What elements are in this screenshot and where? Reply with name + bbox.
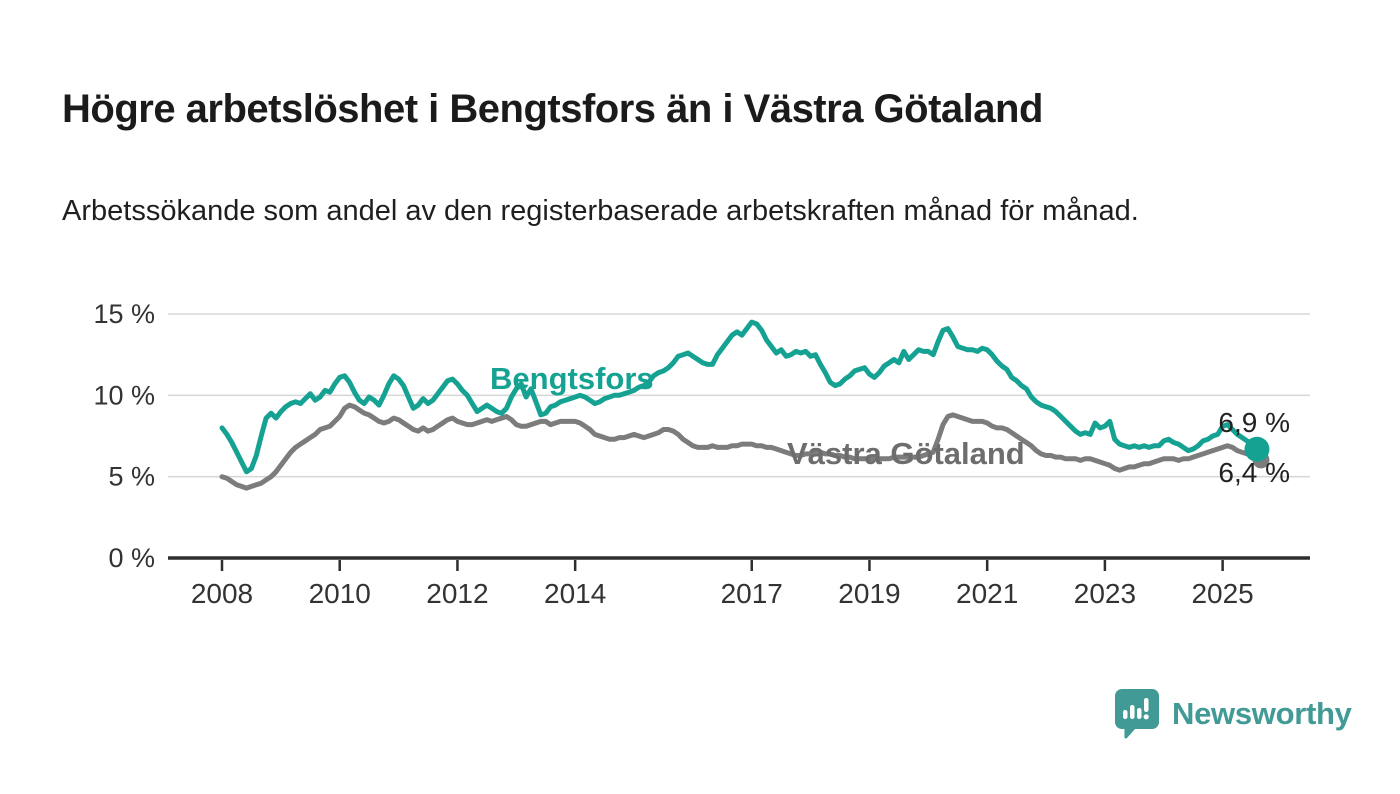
brand-logo: Newsworthy xyxy=(1114,688,1352,740)
x-tick-label: 2012 xyxy=(426,578,488,609)
page-subtitle: Arbetssökande som andel av den registerb… xyxy=(62,195,1139,227)
x-tick-label: 2017 xyxy=(721,578,783,609)
x-tick-label: 2019 xyxy=(838,578,900,609)
series-line-bengtsfors xyxy=(219,319,1260,475)
x-tick-label: 2014 xyxy=(544,578,606,609)
series-label-bengtsfors: Bengtsfors xyxy=(490,361,654,396)
x-tick-label: 2025 xyxy=(1191,578,1253,609)
x-tick-label: 2010 xyxy=(309,578,371,609)
end-dot-bengtsfors xyxy=(1244,436,1270,462)
end-value-label-vastra-gotaland: 6,4 % xyxy=(1218,457,1290,488)
x-tick-label: 2023 xyxy=(1074,578,1136,609)
page-title: Högre arbetslöshet i Bengtsfors än i Väs… xyxy=(62,86,1043,131)
unemployment-chart-svg: 0 % 5 % 10 % 15 % 2008 2010 2012 2014 2017 2019 20… xyxy=(93,299,1310,609)
y-axis-label: 0 % xyxy=(108,543,155,573)
series-line-v-stra-g-taland xyxy=(219,402,1260,491)
x-tick-label: 2021 xyxy=(956,578,1018,609)
x-tick-label: 2008 xyxy=(191,578,253,609)
unemployment-line-chart: 0 % 5 % 10 % 15 % 2008 2010 2012 2014 2017 2019 20… xyxy=(0,288,1400,628)
y-axis-label: 15 % xyxy=(93,299,155,329)
newsworthy-logo-icon xyxy=(1115,689,1159,739)
series-label-vastra-gotaland: Västra Götaland xyxy=(787,436,1025,471)
y-axis-label: 10 % xyxy=(93,380,155,410)
y-axis-label: 5 % xyxy=(108,462,155,492)
end-value-label-bengtsfors: 6,9 % xyxy=(1218,407,1290,438)
brand-name: Newsworthy xyxy=(1172,696,1352,731)
